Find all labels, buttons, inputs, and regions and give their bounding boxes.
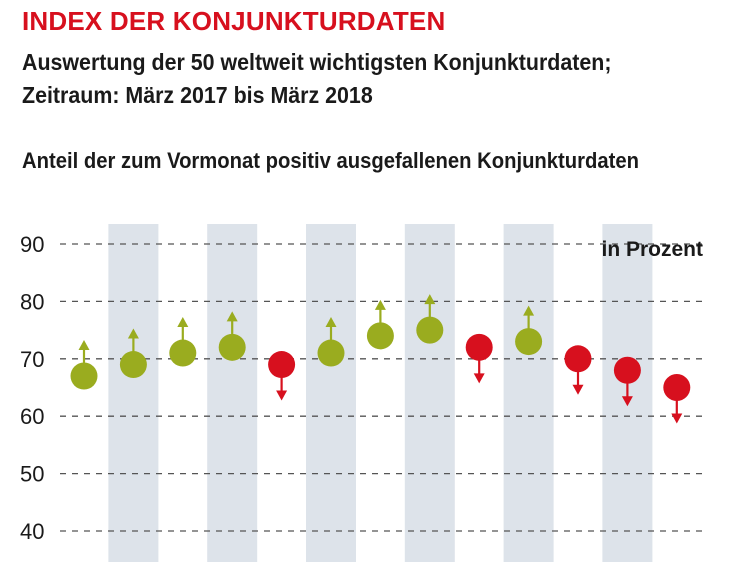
point-up xyxy=(119,328,147,379)
arrow-up-head xyxy=(325,317,337,328)
column-band xyxy=(404,224,455,562)
arrow-up-head xyxy=(523,305,535,316)
y-tick-label: 90 xyxy=(20,232,44,257)
arrow-up-head xyxy=(177,317,189,328)
point-down xyxy=(613,356,641,407)
y-tick-label: 50 xyxy=(20,462,44,487)
arrow-down-head xyxy=(276,390,288,401)
data-point xyxy=(268,351,296,379)
data-point xyxy=(515,328,543,356)
data-point xyxy=(465,333,493,361)
data-point xyxy=(218,333,246,361)
y-tick-label: 70 xyxy=(20,347,44,372)
unit-label: in Prozent xyxy=(601,238,703,261)
column-bands xyxy=(108,224,653,562)
arrow-down-head xyxy=(473,373,485,384)
point-down xyxy=(663,374,691,424)
data-point xyxy=(169,339,197,367)
point-up xyxy=(70,340,98,390)
column-band xyxy=(306,224,356,562)
arrow-up-head xyxy=(424,294,436,305)
y-axis-labels: 40 50 60 70 80 90 xyxy=(20,232,44,544)
arrow-up-head xyxy=(226,311,238,322)
point-up xyxy=(218,311,246,361)
arrow-down-head xyxy=(671,413,683,424)
data-points xyxy=(70,294,691,424)
point-up xyxy=(169,317,197,367)
chart-subtitle: Auswertung der 50 weltweit wichtigsten K… xyxy=(22,46,611,112)
column-band xyxy=(108,224,159,562)
y-tick-label: 60 xyxy=(20,404,44,429)
data-point xyxy=(119,351,147,379)
subtitle-line-1: Auswertung der 50 weltweit wichtigsten K… xyxy=(22,49,612,75)
chart-title: INDEX DER KONJUNKTURDATEN xyxy=(22,6,446,36)
data-point xyxy=(564,345,592,373)
point-down xyxy=(564,345,592,395)
column-band xyxy=(503,224,554,562)
arrow-up-head xyxy=(127,328,139,339)
point-up xyxy=(317,317,345,367)
point-up xyxy=(416,294,444,344)
arrow-down-head xyxy=(572,384,584,395)
data-point xyxy=(613,356,641,384)
data-point xyxy=(663,374,691,401)
point-down xyxy=(465,333,493,384)
data-point xyxy=(366,322,394,350)
column-band xyxy=(207,224,258,562)
data-point xyxy=(70,362,98,390)
data-point xyxy=(416,316,444,344)
point-up xyxy=(515,305,543,356)
y-tick-label: 80 xyxy=(20,289,44,314)
arrow-down-head xyxy=(621,396,633,407)
subtitle-line-2: Zeitraum: März 2017 bis März 2018 xyxy=(22,82,373,108)
arrow-up-head xyxy=(374,299,386,310)
arrow-up-head xyxy=(78,340,90,351)
point-up xyxy=(366,299,394,350)
data-point xyxy=(317,339,345,367)
chart-heading: Anteil der zum Vormonat positiv ausgefal… xyxy=(22,148,640,173)
y-tick-label: 40 xyxy=(20,519,44,544)
point-down xyxy=(268,351,296,401)
